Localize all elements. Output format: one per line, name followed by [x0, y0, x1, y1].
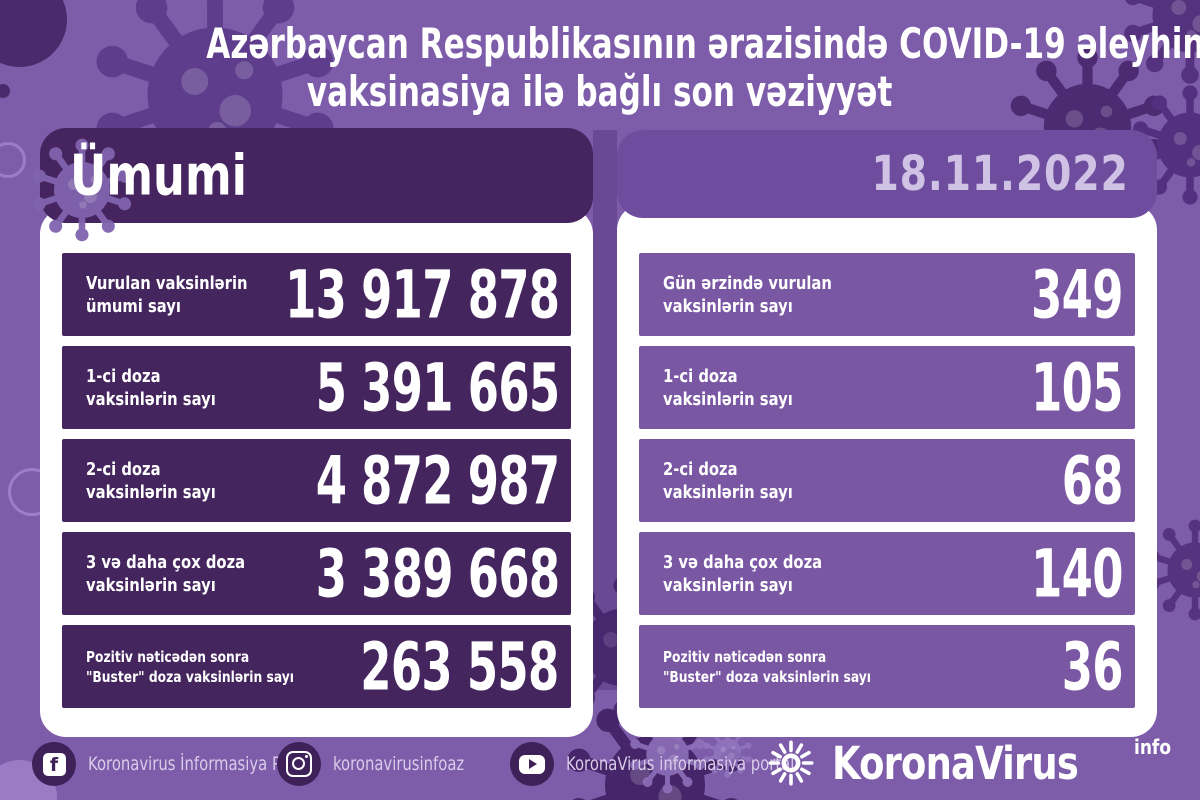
stat-value: 263 558	[360, 628, 560, 705]
page-title-line2: vaksinasiya ilə bağlı son vəziyyət	[307, 67, 893, 116]
facebook-icon: f	[32, 742, 76, 786]
stat-row-dose2-total: 2-ci doza vaksinlərin sayı 4 872 987	[62, 439, 571, 522]
brand-superscript: info	[1134, 735, 1172, 759]
stat-value: 13 917 878	[284, 256, 560, 333]
stat-value: 105	[1031, 349, 1123, 426]
stat-row-daily-vaccines: Gün ərzində vurulan vaksinlərin sayı 349	[639, 253, 1135, 336]
stat-value: 68	[1061, 442, 1124, 519]
youtube-icon	[510, 742, 554, 786]
virus-sun-icon	[768, 740, 814, 786]
daily-card: 18.11.2022 Gün ərzində vurulan vaksinləri…	[617, 130, 1157, 737]
stat-value: 140	[1031, 535, 1123, 612]
brand-logo: KoronaVirus info	[764, 735, 1178, 790]
stat-row-booster-total: Pozitiv nəticədən sonra "Buster" doza vak…	[62, 625, 571, 708]
stat-row-dose3plus-daily: 3 və daha çox doza vaksinlərin sayı 140	[639, 532, 1135, 615]
instagram-link[interactable]: koronavirusinfoaz	[277, 742, 501, 786]
daily-rows: Gün ərzində vurulan vaksinlərin sayı 349 …	[639, 253, 1135, 718]
stat-value: 349	[1031, 256, 1123, 333]
virus-decoration	[0, 142, 26, 178]
stat-value: 36	[1061, 628, 1124, 705]
stat-row-booster-daily: Pozitiv nəticədən sonra "Buster" doza vak…	[639, 625, 1135, 708]
stat-row-dose1-total: 1-ci doza vaksinlərin sayı 5 391 665	[62, 346, 571, 429]
stat-value: 4 872 987	[315, 442, 559, 519]
instagram-icon	[277, 742, 321, 786]
page-title-line1: Azərbaycan Respublikasının ərazisində CO…	[206, 19, 1200, 68]
stat-value: 5 391 665	[315, 349, 559, 426]
page-title: Azərbaycan Respublikasının ərazisində CO…	[0, 20, 1200, 116]
card-gap-shade	[593, 130, 617, 690]
totals-card-header: Ümumi	[40, 128, 593, 223]
stat-row-total-vaccines: Vurulan vaksinlərin ümumi sayı 13 917 878	[62, 253, 571, 336]
report-date: 18.11.2022	[871, 146, 1129, 202]
totals-rows: Vurulan vaksinlərin ümumi sayı 13 917 878…	[62, 253, 571, 718]
virus-decoration	[0, 84, 10, 98]
footer: f Koronavirus İnformasiya Portalı korona…	[0, 734, 1200, 800]
totals-card: Ümumi Vurulan vaksinlərin ümumi sayı 13 9…	[40, 128, 593, 737]
stat-value: 3 389 668	[315, 535, 559, 612]
stat-row-dose3plus-total: 3 və daha çox doza vaksinlərin sayı 3 389…	[62, 532, 571, 615]
facebook-link[interactable]: f Koronavirus İnformasiya Portalı	[32, 742, 384, 786]
stat-row-dose2-daily: 2-ci doza vaksinlərin sayı 68	[639, 439, 1135, 522]
stat-row-dose1-daily: 1-ci doza vaksinlərin sayı 105	[639, 346, 1135, 429]
brand-text: KoronaVirus	[832, 736, 1079, 790]
daily-card-header: 18.11.2022	[617, 130, 1157, 218]
totals-header-title: Ümumi	[70, 143, 247, 208]
